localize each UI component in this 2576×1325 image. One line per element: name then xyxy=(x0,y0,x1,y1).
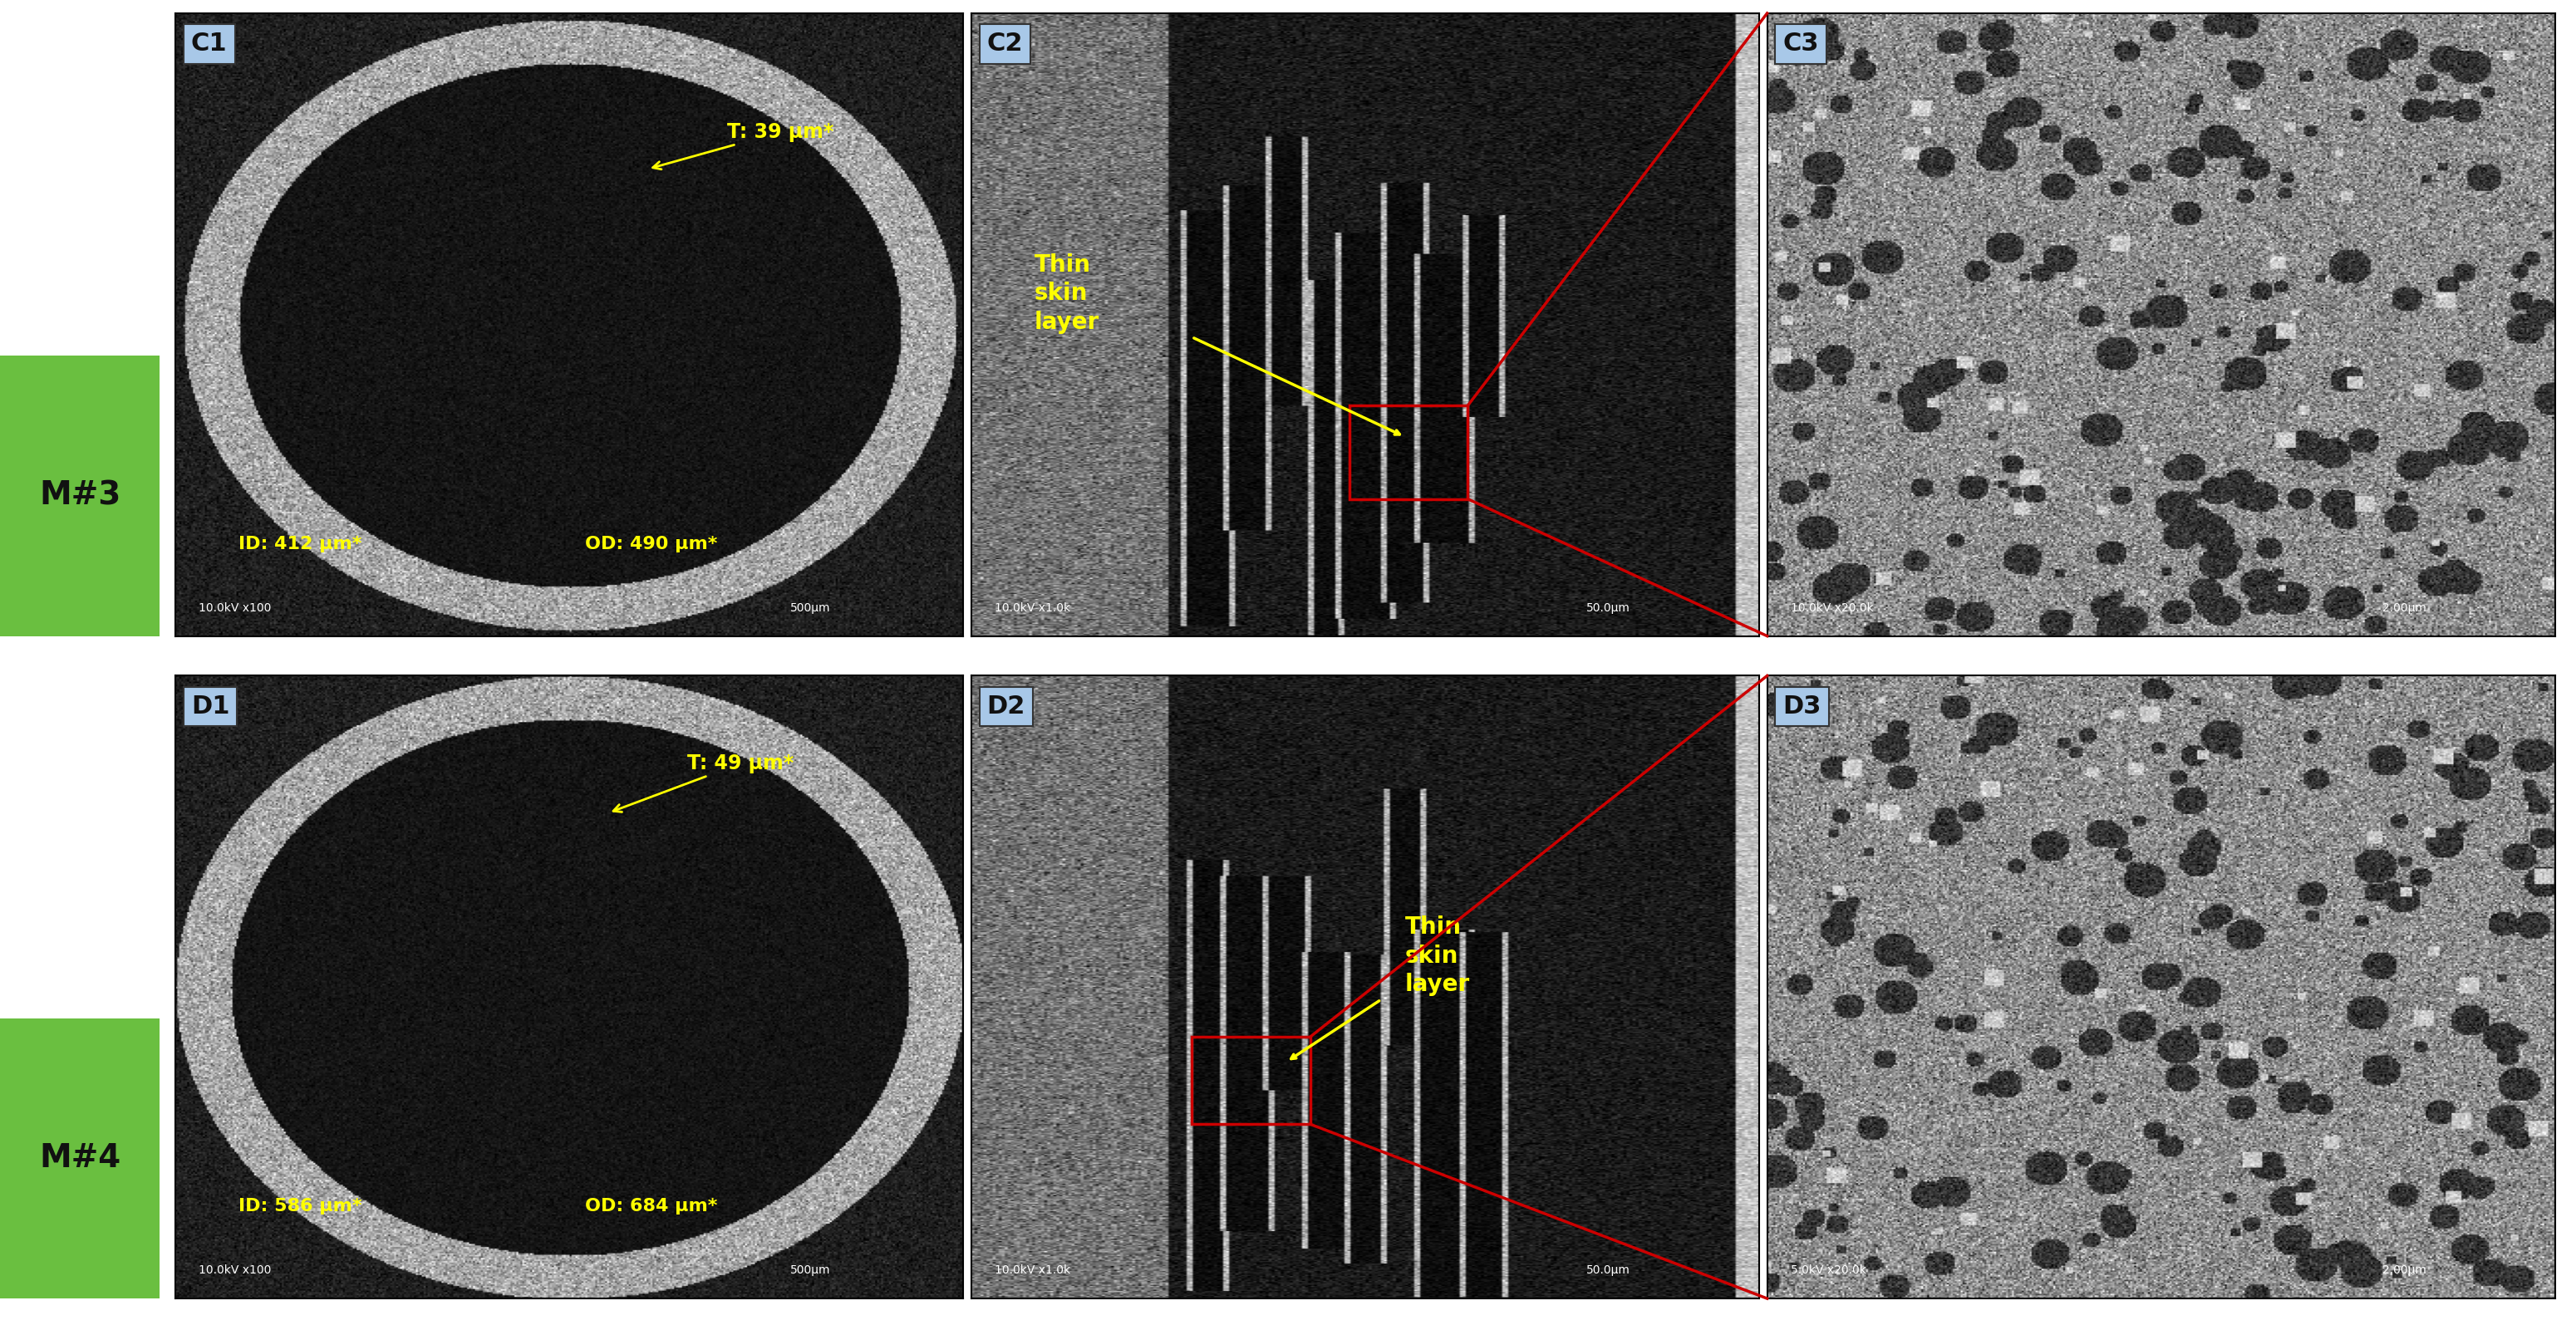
Text: 2.00μm: 2.00μm xyxy=(2383,602,2427,613)
Text: D3: D3 xyxy=(1783,694,1821,718)
Text: C3: C3 xyxy=(1783,32,1819,56)
Text: Thin
skin
layer: Thin skin layer xyxy=(1404,916,1471,996)
Text: D2: D2 xyxy=(987,694,1025,718)
Text: C1: C1 xyxy=(191,32,227,56)
Text: C2: C2 xyxy=(987,32,1023,56)
Text: 50.0μm: 50.0μm xyxy=(1587,602,1631,613)
Text: 2.00μm: 2.00μm xyxy=(2383,1264,2427,1276)
Bar xyxy=(1350,405,1468,500)
Text: D1: D1 xyxy=(191,694,229,718)
Text: ID: 412 μm*: ID: 412 μm* xyxy=(237,535,361,553)
Text: ID: 586 μm*: ID: 586 μm* xyxy=(237,1198,361,1215)
Text: 10.0kV x100: 10.0kV x100 xyxy=(198,1264,270,1276)
Text: 10.0kV x100: 10.0kV x100 xyxy=(198,602,270,613)
Text: 50.0μm: 50.0μm xyxy=(1587,1264,1631,1276)
Text: 500μm: 500μm xyxy=(791,602,829,613)
Text: Thin
skin
layer: Thin skin layer xyxy=(1033,253,1100,334)
Text: OD: 490 μm*: OD: 490 μm* xyxy=(585,535,719,553)
Text: OD: 684 μm*: OD: 684 μm* xyxy=(585,1198,719,1215)
Text: T: 49 μm*: T: 49 μm* xyxy=(613,754,793,812)
Text: M#4: M#4 xyxy=(39,1142,121,1174)
Bar xyxy=(1193,1037,1311,1124)
Text: 10.0kV x1.0k: 10.0kV x1.0k xyxy=(994,1264,1072,1276)
Text: 10.0kV x1.0k: 10.0kV x1.0k xyxy=(994,602,1072,613)
Text: 5.0kV x20.0k: 5.0kV x20.0k xyxy=(1790,1264,1865,1276)
Text: 500μm: 500μm xyxy=(791,1264,829,1276)
Text: 10.0kV x20.0k: 10.0kV x20.0k xyxy=(1790,602,1873,613)
Text: T: 39 μm*: T: 39 μm* xyxy=(652,122,835,170)
Text: M#3: M#3 xyxy=(39,480,121,511)
